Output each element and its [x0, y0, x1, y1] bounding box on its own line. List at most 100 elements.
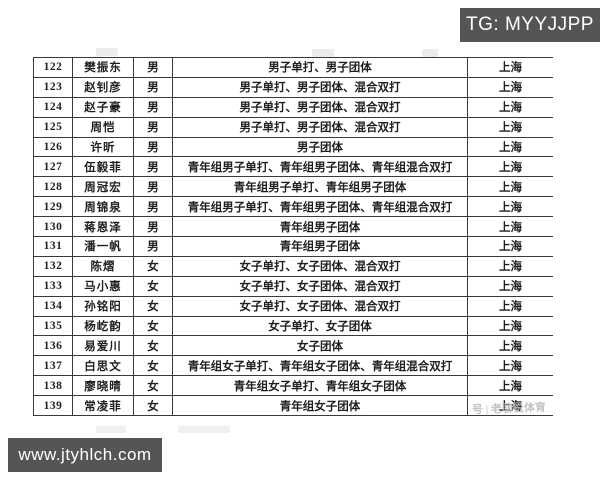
cell-region: 上海	[467, 57, 553, 78]
cell-entry-number: 136	[33, 335, 73, 357]
cell-events: 青年组男子单打、青年组男子团体、青年组混合双打	[172, 196, 468, 218]
scan-artifact-smudge	[422, 49, 438, 57]
table-row: 137 白思文女青年组女子单打、青年组女子团体、青年组混合双打 上海	[33, 355, 553, 377]
cell-entry-number: 128	[33, 176, 73, 198]
cell-region: 上海	[467, 335, 553, 357]
cell-entry-number: 125	[33, 116, 73, 138]
table-row: 127 伍毅菲男青年组男子单打、青年组男子团体、青年组混合双打 上海	[33, 156, 553, 178]
cell-entry-number: 135	[33, 315, 73, 337]
cell-region: 上海	[467, 196, 553, 218]
cell-region: 上海	[467, 96, 553, 118]
cell-gender: 男	[133, 116, 173, 138]
cell-player-name: 易爱川	[72, 335, 134, 357]
cell-events: 青年组男子团体	[172, 216, 468, 238]
table-row: 138 廖晓晴女青年组女子单打、青年组女子团体 上海	[33, 375, 553, 397]
cell-entry-number: 122	[33, 57, 73, 78]
table-row: 134 孙铭阳女女子单打、女子团体、混合双打 上海	[33, 295, 553, 317]
cell-player-name: 许昕	[72, 136, 134, 158]
cell-events: 男子团体	[172, 136, 468, 158]
cell-events: 男子单打、男子团体、混合双打	[172, 116, 468, 138]
cell-player-name: 白思文	[72, 355, 134, 377]
cell-events: 女子单打、女子团体、混合双打	[172, 275, 468, 297]
cell-events: 青年组女子团体	[172, 395, 468, 417]
table-row: 125 周恺男男子单打、男子团体、混合双打 上海	[33, 116, 553, 138]
cell-player-name: 孙铭阳	[72, 295, 134, 317]
cell-entry-number: 134	[33, 295, 73, 317]
cell-events: 男子单打、男子团体	[172, 57, 468, 78]
cell-events: 女子单打、女子团体	[172, 315, 468, 337]
cell-events: 青年组男子单打、青年组男子团体	[172, 176, 468, 198]
cell-gender: 女	[133, 375, 173, 397]
cell-gender: 男	[133, 216, 173, 238]
cell-player-name: 赵子豪	[72, 96, 134, 118]
cell-region: 上海	[467, 375, 553, 397]
scan-artifact-smudge	[96, 48, 118, 56]
cell-player-name: 伍毅菲	[72, 156, 134, 178]
cell-player-name: 马小惠	[72, 275, 134, 297]
table-row: 135 杨屹韵女女子单打、女子团体 上海	[33, 315, 553, 337]
cell-region: 上海	[467, 295, 553, 317]
cell-events: 青年组男子单打、青年组男子团体、青年组混合双打	[172, 156, 468, 178]
table-row: 133 马小惠女女子单打、女子团体、混合双打 上海	[33, 275, 553, 297]
table-row: 139 常凌菲女青年组女子团体 上海	[33, 395, 553, 417]
cell-entry-number: 132	[33, 255, 73, 277]
cell-player-name: 周锦泉	[72, 196, 134, 218]
table-row: 136 易爱川女女子团体 上海	[33, 335, 553, 357]
cell-player-name: 赵钊彦	[72, 76, 134, 98]
cell-entry-number: 139	[33, 395, 73, 417]
table-row: 124 赵子豪男男子单打、男子团体、混合双打 上海	[33, 96, 553, 118]
cell-gender: 女	[133, 275, 173, 297]
table-row: 123 赵钊彦男男子单打、男子团体、混合双打 上海	[33, 76, 553, 98]
cell-gender: 女	[133, 395, 173, 417]
cell-gender: 男	[133, 156, 173, 178]
cell-entry-number: 123	[33, 76, 73, 98]
cell-region: 上海	[467, 216, 553, 238]
cell-gender: 女	[133, 335, 173, 357]
cell-gender: 男	[133, 76, 173, 98]
cell-events: 青年组女子单打、青年组女子团体、青年组混合双打	[172, 355, 468, 377]
table-row: 128 周冠宏男青年组男子单打、青年组男子团体 上海	[33, 176, 553, 198]
cell-player-name: 陈熠	[72, 255, 134, 277]
table-row: 130 蒋恩泽男青年组男子团体 上海	[33, 216, 553, 238]
cell-gender: 男	[133, 176, 173, 198]
cell-gender: 男	[133, 96, 173, 118]
media-account-watermark: 号 | 老聊说体育	[471, 401, 547, 417]
cell-player-name: 周恺	[72, 116, 134, 138]
cell-region: 上海	[467, 136, 553, 158]
cell-entry-number: 133	[33, 275, 73, 297]
table-row: 129 周锦泉男青年组男子单打、青年组男子团体、青年组混合双打 上海	[33, 196, 553, 218]
cell-entry-number: 131	[33, 236, 73, 257]
cell-entry-number: 130	[33, 216, 73, 238]
cell-events: 女子单打、女子团体、混合双打	[172, 295, 468, 317]
cell-events: 青年组男子团体	[172, 236, 468, 257]
cell-region: 上海	[467, 395, 553, 417]
cell-region: 上海	[467, 156, 553, 178]
roster-grid: 122 樊振东男男子单打、男子团体 上海 123 赵钊彦男男子单打、男子团体、混合双打上…	[33, 57, 553, 417]
website-url-badge: www.jtyhlch.com	[8, 438, 162, 472]
cell-gender: 女	[133, 315, 173, 337]
cell-events: 男子单打、男子团体、混合双打	[172, 96, 468, 118]
telegram-contact-badge: TG: MYYJJPP	[460, 8, 600, 42]
scan-artifact-smudge	[312, 49, 334, 57]
cell-region: 上海	[467, 236, 553, 257]
cell-gender: 男	[133, 57, 173, 78]
cell-gender: 男	[133, 236, 173, 257]
cell-events: 女子单打、女子团体、混合双打	[172, 255, 468, 277]
cell-region: 上海	[467, 275, 553, 297]
cell-region: 上海	[467, 116, 553, 138]
cell-gender: 男	[133, 136, 173, 158]
cell-entry-number: 126	[33, 136, 73, 158]
cell-region: 上海	[467, 315, 553, 337]
scan-artifact-smudge	[96, 426, 126, 433]
cell-player-name: 周冠宏	[72, 176, 134, 198]
cell-events: 男子单打、男子团体、混合双打	[172, 76, 468, 98]
cell-events: 青年组女子单打、青年组女子团体	[172, 375, 468, 397]
cell-player-name: 常凌菲	[72, 395, 134, 417]
cell-player-name: 樊振东	[72, 57, 134, 78]
cell-entry-number: 138	[33, 375, 73, 397]
cell-player-name: 杨屹韵	[72, 315, 134, 337]
cell-region: 上海	[467, 355, 553, 377]
player-roster-table: 122 樊振东男男子单打、男子团体 上海 123 赵钊彦男男子单打、男子团体、混合双打上…	[33, 57, 553, 420]
cell-entry-number: 129	[33, 196, 73, 218]
